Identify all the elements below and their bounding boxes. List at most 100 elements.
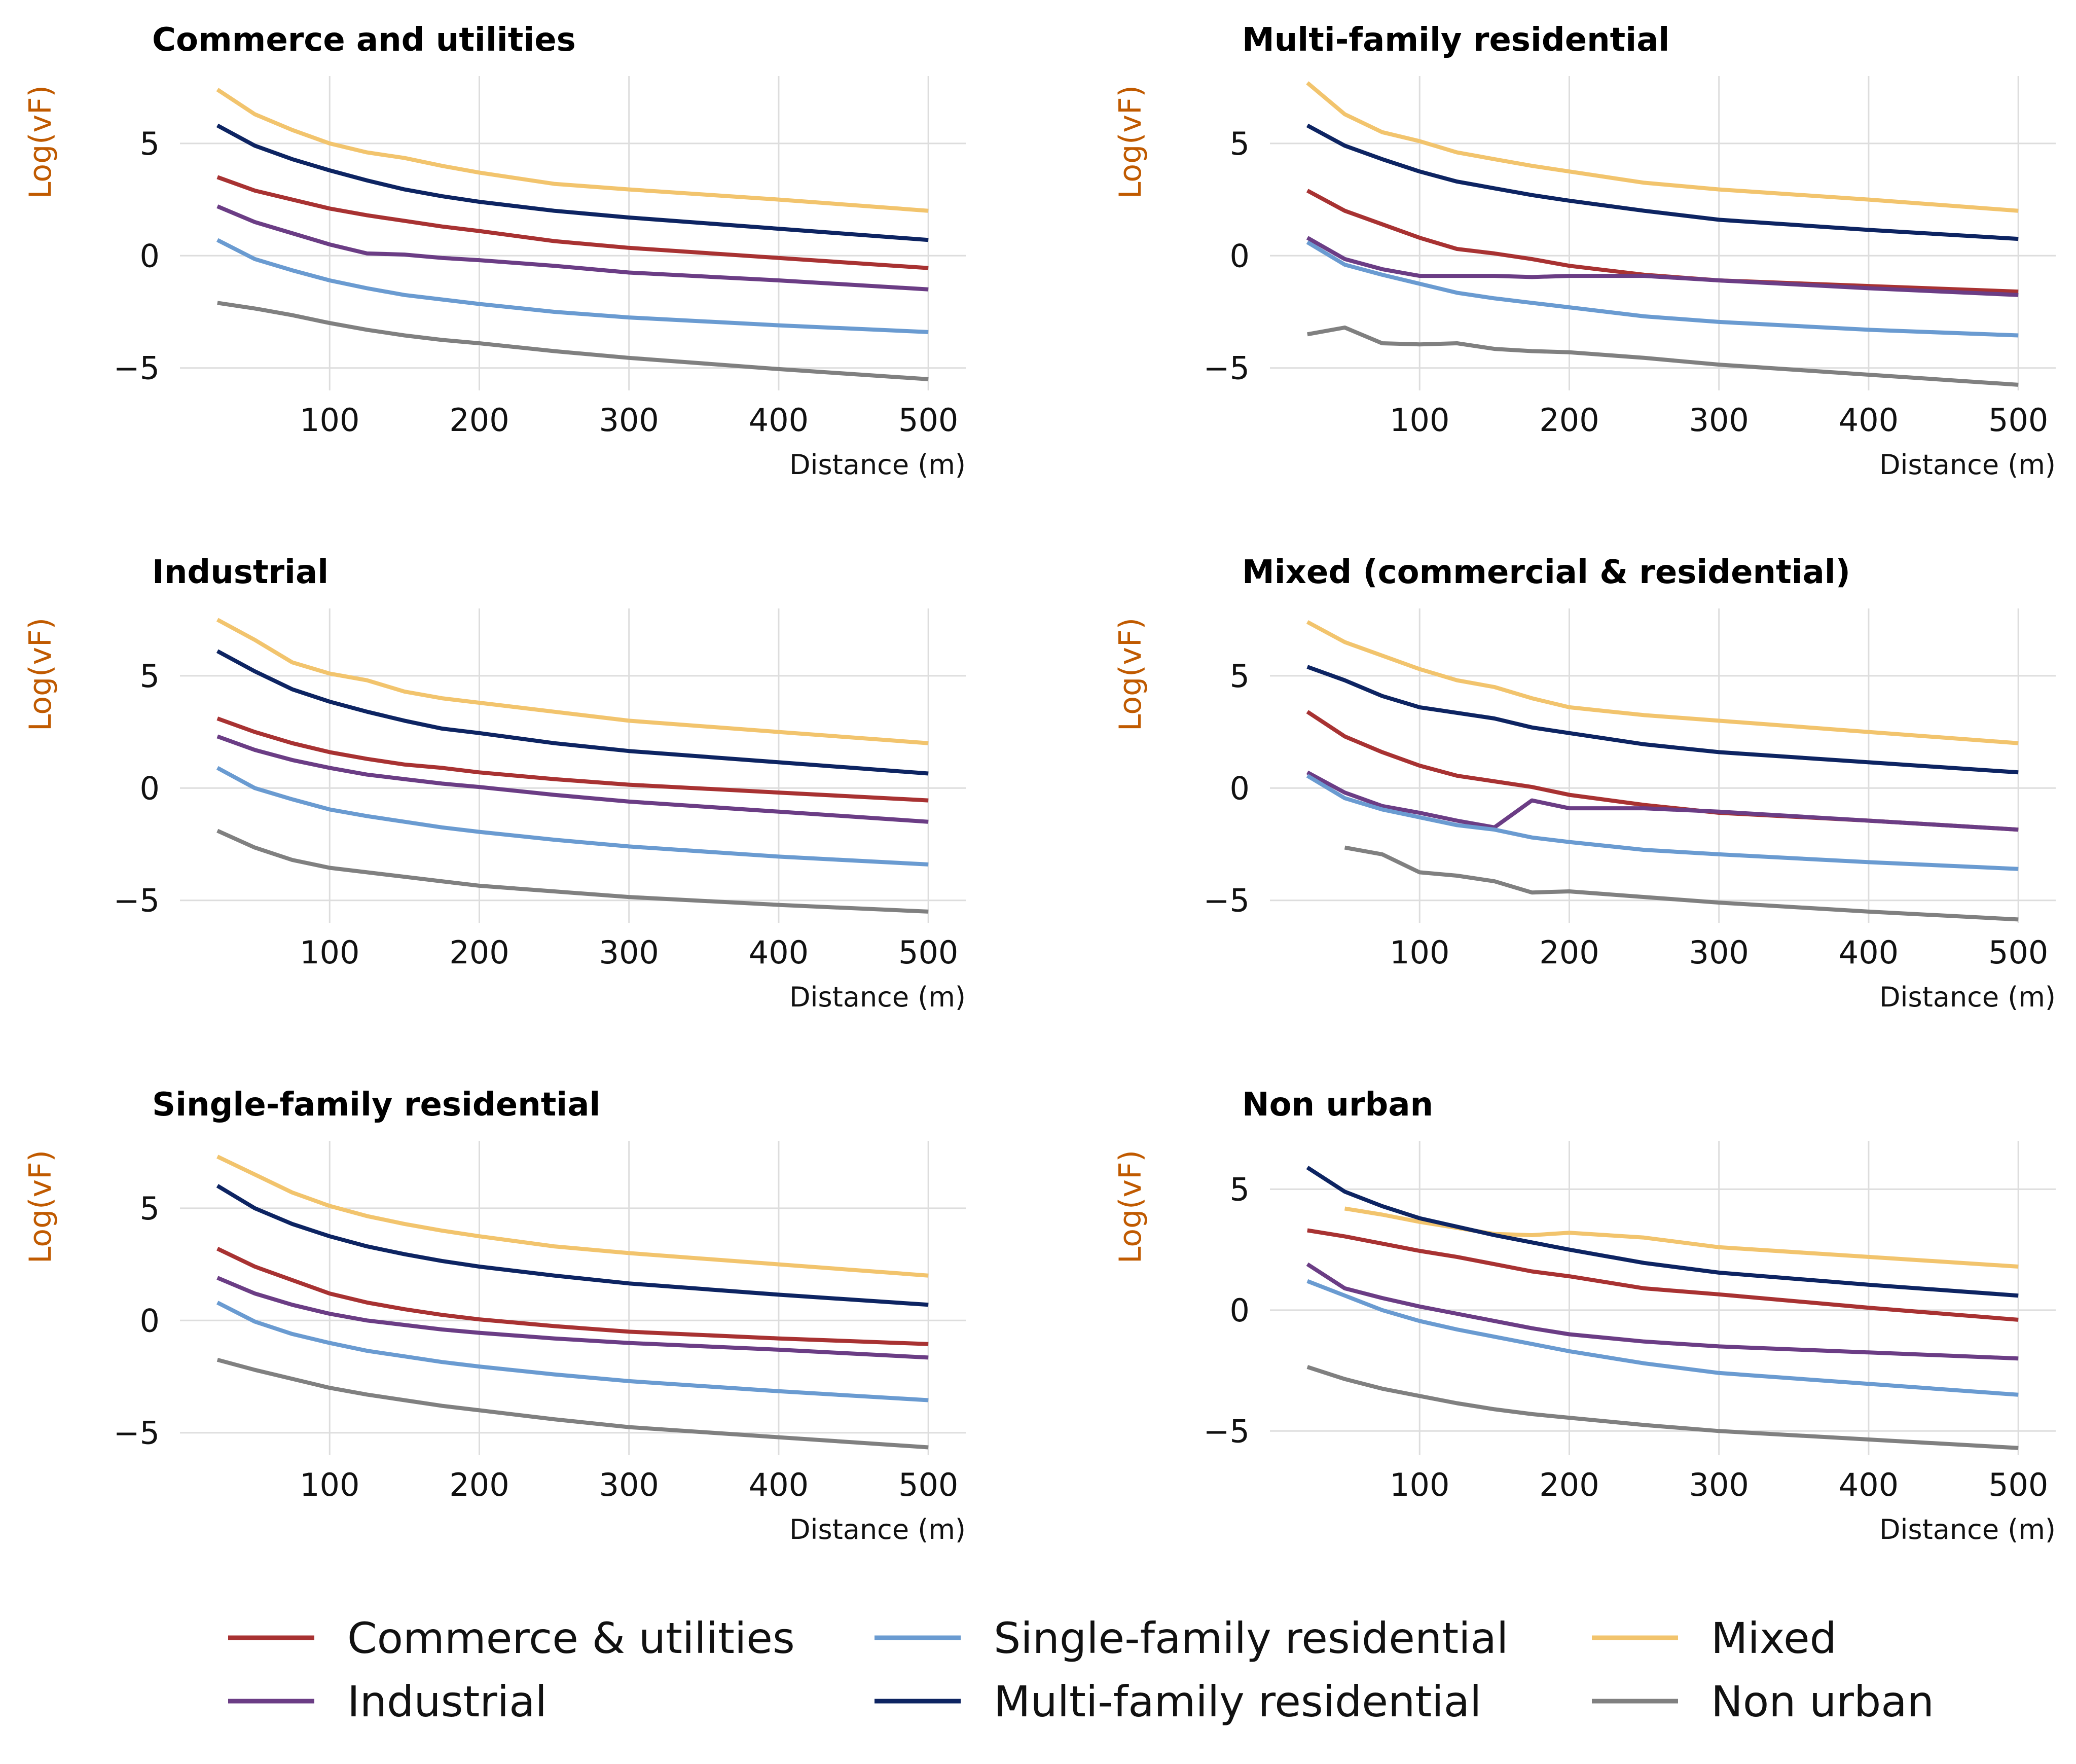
- x-tick-label: 400: [1839, 1466, 1899, 1503]
- panel-commerce-and-utilities: 100 200 300 400 500 −5 0 5 Commerce and utilitie…: [23, 21, 966, 481]
- series-line-non-urban: [217, 301, 929, 381]
- panel-multi-family-residential: 100 200 300 400 500 −5 0 5 Multi-family resident…: [1113, 21, 2056, 481]
- x-tick-label: 500: [1988, 934, 2048, 971]
- panel-title: Single-family residential: [152, 1086, 600, 1124]
- x-tick-label: 400: [1839, 402, 1899, 439]
- legend-item-multi-family-residential: Multi-family residential: [875, 1677, 1481, 1726]
- x-axis-label: Distance (m): [789, 449, 966, 481]
- legend-item-non-urban: Non urban: [1592, 1677, 1934, 1726]
- x-tick-label: 200: [449, 934, 509, 971]
- x-tick-label: 300: [599, 402, 659, 439]
- series-line-industrial: [1306, 1262, 2019, 1361]
- series-line-mixed: [216, 1155, 929, 1278]
- x-axis-label: Distance (m): [789, 981, 966, 1013]
- series-line-non-urban: [216, 1357, 929, 1450]
- legend-label: Industrial: [347, 1677, 547, 1726]
- series-line-mixed: [216, 618, 929, 745]
- x-tick-label: 500: [1988, 402, 2048, 439]
- panel-industrial: 100 200 300 400 500 −5 0 5 Industrial Distance (m…: [23, 554, 966, 1013]
- panel-single-family-residential: 100 200 300 400 500 −5 0 5 Single-family residen…: [23, 1086, 966, 1545]
- y-axis-label: Log(vF): [1113, 85, 1148, 199]
- legend-label: Commerce & utilities: [347, 1613, 795, 1663]
- series-line-single-family-residential: [216, 238, 929, 334]
- y-tick-label: 0: [140, 770, 160, 807]
- y-tick-label: 5: [1230, 1171, 1250, 1208]
- y-axis-label: Log(vF): [1113, 1150, 1148, 1264]
- panel-mixed-commercial-residential: 100 200 300 400 500 −5 0 5 Mixed (commercial & r…: [1113, 554, 2056, 1013]
- series-line-single-family-residential: [1306, 774, 2019, 871]
- x-tick-label: 400: [749, 402, 809, 439]
- series-line-commerce-utilities: [1307, 1228, 2019, 1322]
- y-axis-label: Log(vF): [1113, 618, 1148, 731]
- y-tick-label: −5: [114, 882, 160, 919]
- legend: Commerce & utilities Industrial Single-fam…: [228, 1613, 1934, 1726]
- panel-title: Commerce and utilities: [152, 21, 576, 59]
- series-line-mixed: [1306, 81, 2019, 213]
- x-tick-label: 200: [449, 402, 509, 439]
- y-tick-label: −5: [1204, 1413, 1250, 1450]
- series-line-multi-family-residential: [216, 1184, 929, 1307]
- series-line-mixed: [1344, 1206, 2019, 1269]
- x-tick-label: 200: [1539, 934, 1599, 971]
- y-axis-label: Log(vF): [23, 85, 58, 199]
- series-line-non-urban: [1306, 1365, 2019, 1450]
- x-tick-label: 100: [1390, 402, 1449, 439]
- series-line-single-family-residential: [216, 1301, 929, 1402]
- y-tick-label: −5: [114, 1415, 160, 1452]
- series-line-multi-family-residential: [216, 649, 929, 776]
- x-tick-label: 100: [300, 934, 359, 971]
- series-line-commerce-utilities: [216, 1246, 929, 1346]
- x-tick-label: 200: [1539, 402, 1599, 439]
- series-line-commerce-utilities: [216, 716, 929, 803]
- series-line-industrial: [216, 204, 929, 292]
- legend-label: Multi-family residential: [994, 1677, 1481, 1726]
- y-tick-label: 5: [140, 125, 160, 162]
- y-tick-label: 5: [140, 658, 160, 695]
- legend-label: Single-family residential: [994, 1613, 1508, 1663]
- series-line-industrial: [216, 1276, 929, 1360]
- x-tick-label: 400: [1839, 934, 1899, 971]
- panel-title: Industrial: [152, 554, 329, 591]
- x-tick-label: 500: [1988, 1466, 2048, 1503]
- y-tick-label: 0: [1230, 1292, 1250, 1329]
- y-tick-label: 5: [1230, 658, 1250, 695]
- x-axis-label: Distance (m): [1879, 981, 2056, 1013]
- series-line-non-urban: [216, 829, 929, 914]
- y-tick-label: 0: [1230, 770, 1250, 807]
- x-tick-label: 100: [300, 402, 359, 439]
- x-axis-label: Distance (m): [1879, 1514, 2056, 1545]
- panel-title: Mixed (commercial & residential): [1242, 554, 1850, 591]
- x-tick-label: 400: [749, 934, 809, 971]
- x-tick-label: 100: [1390, 1466, 1449, 1503]
- x-tick-label: 100: [1390, 934, 1449, 971]
- series-line-multi-family-residential: [216, 123, 929, 242]
- y-tick-label: 0: [140, 1302, 160, 1339]
- series-line-multi-family-residential: [1306, 1166, 2019, 1298]
- y-tick-label: −5: [1204, 350, 1250, 387]
- x-tick-label: 200: [449, 1466, 509, 1503]
- x-tick-label: 500: [898, 1466, 958, 1503]
- x-tick-label: 100: [300, 1466, 359, 1503]
- x-tick-label: 300: [599, 1466, 659, 1503]
- legend-label: Mixed: [1711, 1613, 1837, 1663]
- panel-title: Non urban: [1242, 1086, 1433, 1124]
- panel-non-urban: 100 200 300 400 500 −5 0 5 Non urban Distance (m)…: [1113, 1086, 2056, 1545]
- x-tick-label: 200: [1539, 1466, 1599, 1503]
- y-axis-label: Log(vF): [23, 618, 58, 731]
- series-line-commerce-utilities: [216, 175, 929, 270]
- series-line-mixed: [216, 88, 929, 213]
- y-tick-label: 0: [140, 237, 160, 274]
- series-line-single-family-residential: [1306, 240, 2019, 338]
- series-line-non-urban: [1307, 326, 2019, 387]
- y-tick-label: −5: [114, 350, 160, 387]
- panel-title: Multi-family residential: [1242, 21, 1669, 59]
- x-tick-label: 500: [898, 934, 958, 971]
- y-tick-label: 5: [140, 1190, 160, 1227]
- x-tick-label: 400: [749, 1466, 809, 1503]
- series-line-single-family-residential: [216, 766, 929, 867]
- legend-item-industrial: Industrial: [228, 1677, 547, 1726]
- series-line-multi-family-residential: [1306, 665, 2019, 775]
- x-tick-label: 300: [599, 934, 659, 971]
